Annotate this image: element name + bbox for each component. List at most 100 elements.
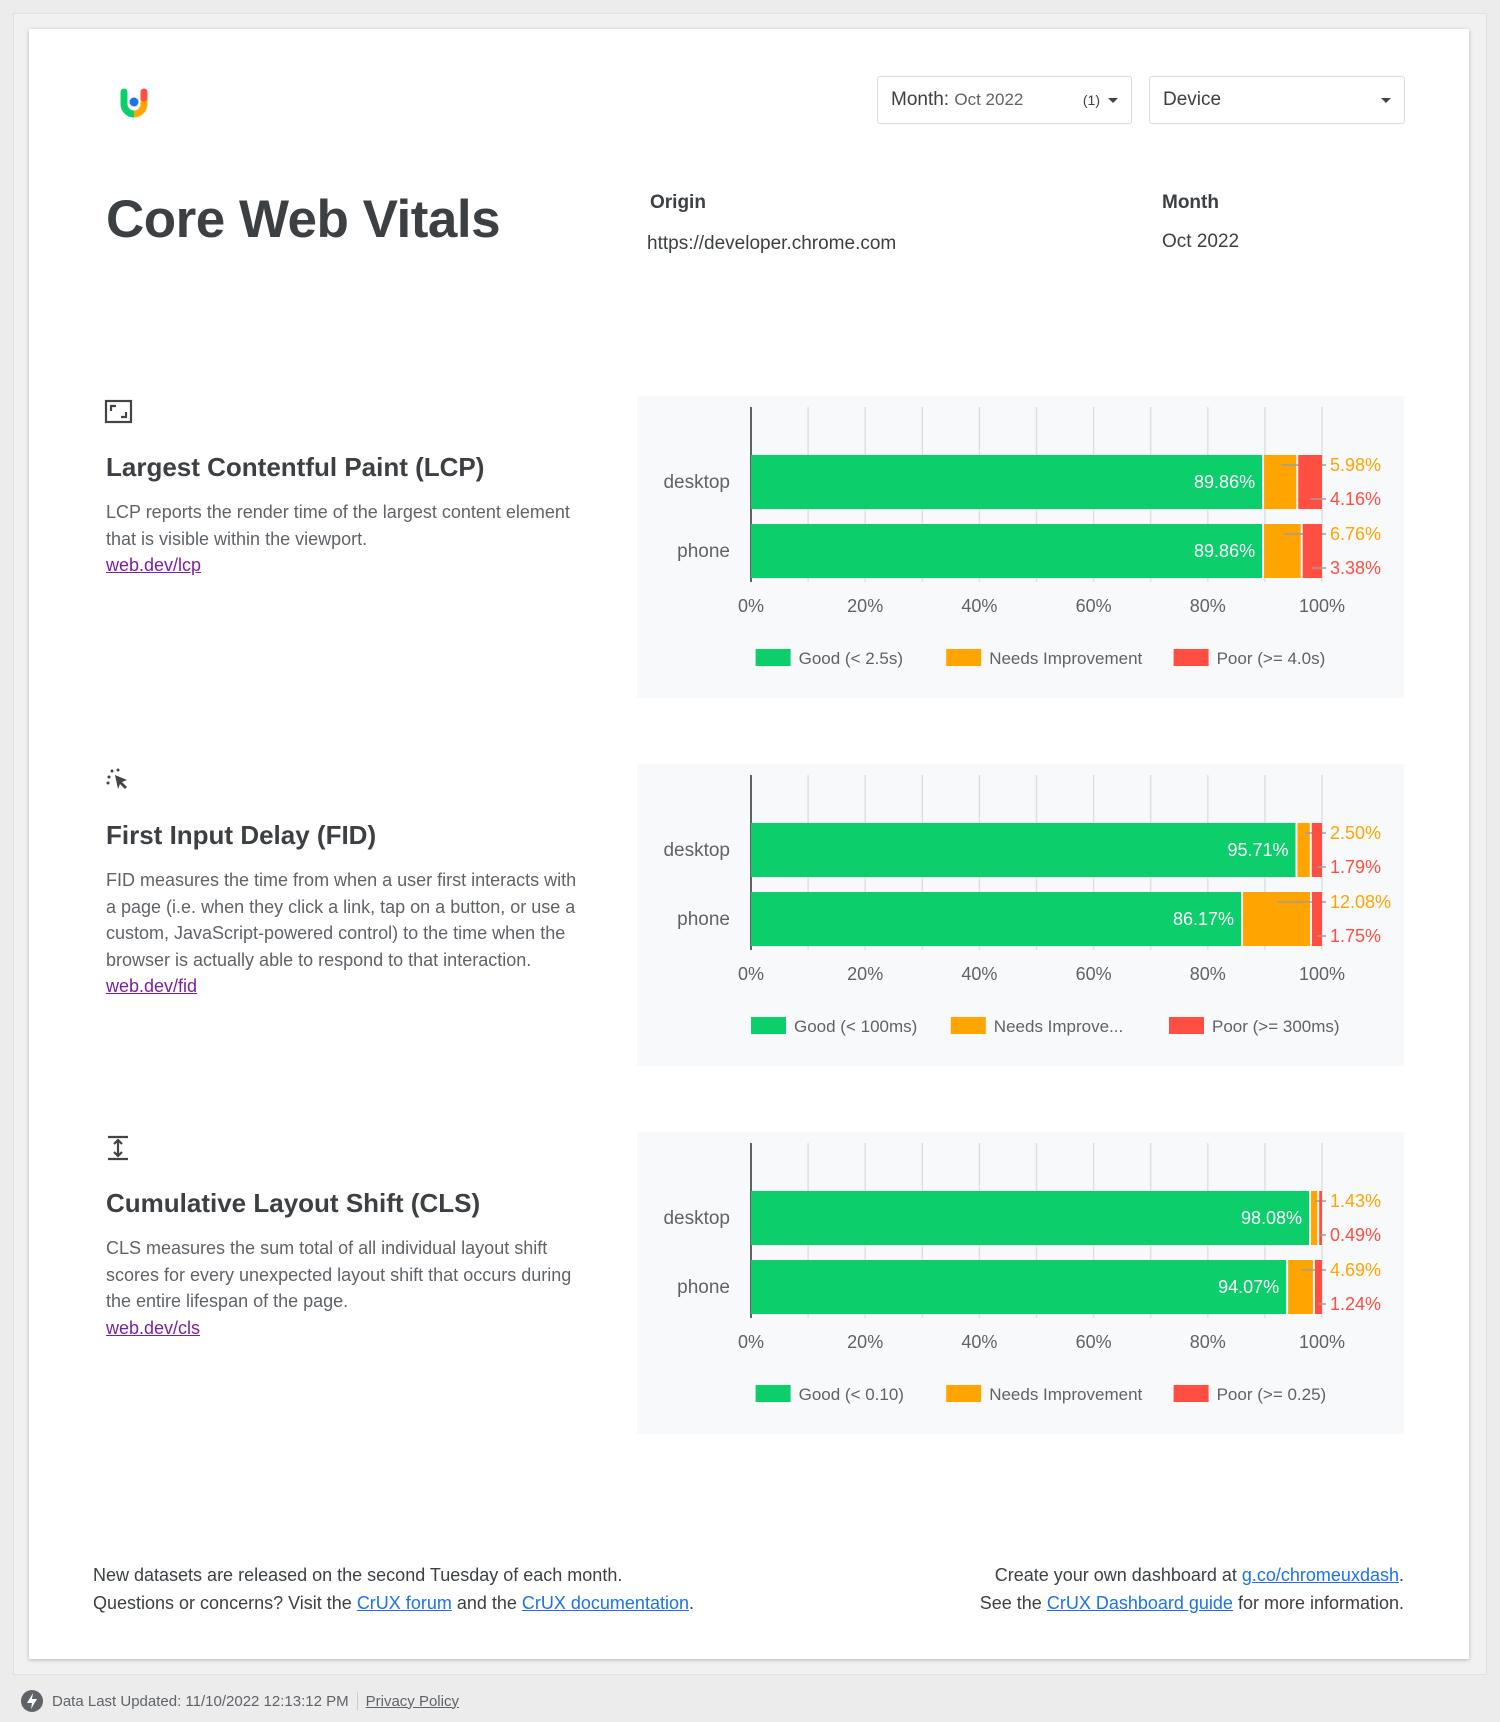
chromeuxdash-link[interactable]: g.co/chromeuxdash — [1241, 1565, 1399, 1585]
cls-link[interactable]: web.dev/cls — [106, 1317, 201, 1338]
legend-swatch — [950, 1017, 986, 1034]
x-tick-label: 40% — [961, 1332, 997, 1352]
x-tick-label: 0% — [738, 596, 764, 616]
data-label: 4.69% — [1330, 1260, 1381, 1280]
crux-docs-link[interactable]: CrUX documentation — [521, 1593, 689, 1613]
data-label: 12.08% — [1330, 892, 1391, 912]
data-label: 0.49% — [1330, 1225, 1381, 1245]
data-label: 94.07% — [1218, 1277, 1279, 1297]
x-tick-label: 80% — [1190, 964, 1226, 984]
month-filter-value: Oct 2022 — [954, 90, 1024, 109]
bar-segment-needs-improvement — [1264, 524, 1301, 578]
legend-label: Good (< 100ms) — [794, 1017, 917, 1036]
bar-segment-good — [751, 1191, 1310, 1245]
x-tick-label: 100% — [1299, 596, 1345, 616]
lcp-chart: desktop 89.86% 5.98% 4.16% phone 89.86% 6.76% 3… — [637, 396, 1404, 698]
bar-segment-poor — [1314, 1260, 1322, 1314]
text: See the — [979, 1593, 1047, 1613]
bar-segment-needs-improvement — [1311, 1191, 1318, 1245]
bar-segment-needs-improvement — [1288, 1260, 1313, 1314]
section-title: First Input Delay (FID) — [106, 820, 377, 850]
data-label: 98.08% — [1241, 1208, 1302, 1228]
data-label: 86.17% — [1173, 909, 1234, 929]
data-label: 1.75% — [1330, 926, 1381, 946]
bar-segment-good — [751, 524, 1263, 578]
device-filter-dropdown[interactable]: Device — [1149, 76, 1405, 124]
report-card: Month: Oct 2022 (1) Device Core Web Vita… — [29, 29, 1469, 1659]
x-tick-label: 20% — [847, 1332, 883, 1352]
bar-segment-good — [751, 823, 1296, 877]
last-updated: Data Last Updated: 11/10/2022 12:13:12 P… — [52, 1692, 349, 1710]
bar-segment-needs-improvement — [1297, 823, 1310, 877]
text: . — [1398, 1565, 1404, 1585]
month-filter-dropdown[interactable]: Month: Oct 2022 (1) — [877, 76, 1132, 124]
data-label: 1.24% — [1330, 1294, 1381, 1314]
data-label: 89.86% — [1194, 472, 1255, 492]
x-tick-label: 100% — [1299, 1332, 1345, 1352]
description-text: FID measures the time from when a user f… — [106, 870, 577, 970]
legend-swatch — [946, 1385, 982, 1402]
divider — [356, 1692, 358, 1710]
text: and the — [451, 1593, 522, 1613]
x-tick-label: 0% — [738, 964, 764, 984]
legend-swatch — [1173, 649, 1209, 666]
data-label: 4.16% — [1330, 489, 1381, 509]
legend-swatch — [751, 1017, 786, 1034]
chevron-down-icon — [1108, 97, 1118, 103]
description-text: LCP reports the render time of the large… — [106, 502, 570, 549]
category-label: phone — [677, 541, 730, 562]
lcp-link[interactable]: web.dev/lcp — [106, 555, 202, 575]
x-tick-label: 80% — [1190, 1332, 1226, 1352]
category-label: desktop — [663, 1208, 730, 1229]
legend-label: Needs Improvement — [989, 649, 1142, 668]
text: for more information. — [1232, 1593, 1404, 1613]
month-value: Oct 2022 — [1162, 231, 1240, 252]
fid-chart: desktop 95.71% 2.50% 1.79% phone 86.17% 12.08%… — [637, 764, 1404, 1066]
bar-segment-poor — [1302, 524, 1322, 578]
data-label: 2.50% — [1330, 823, 1381, 843]
bar-segment-good — [751, 455, 1263, 509]
data-label: 1.43% — [1330, 1191, 1381, 1211]
bar-segment-poor — [1311, 823, 1322, 877]
description-text: CLS measures the sum total of all indivi… — [106, 1238, 572, 1311]
legend-swatch — [1173, 1385, 1209, 1402]
legend-label: Poor (>= 0.25) — [1217, 1385, 1327, 1404]
x-tick-label: 40% — [961, 596, 997, 616]
category-label: desktop — [663, 840, 730, 861]
data-label: 6.76% — [1330, 524, 1381, 544]
x-tick-label: 60% — [1076, 1332, 1112, 1352]
dashboard-guide-link[interactable]: CrUX Dashboard guide — [1046, 1593, 1233, 1613]
text: Questions or concerns? Visit the — [93, 1593, 357, 1613]
legend-label: Poor (>= 4.0s) — [1217, 649, 1326, 668]
section-description: FID measures the time from when a user f… — [106, 867, 586, 1000]
legend-label: Needs Improvement — [989, 1385, 1142, 1404]
footer-left: New datasets are released on the second … — [93, 1561, 694, 1617]
crux-forum-link[interactable]: CrUX forum — [356, 1593, 452, 1613]
footer-right: Create your own dashboard at g.co/chrome… — [980, 1561, 1404, 1617]
bar-segment-good — [751, 892, 1242, 946]
month-filter-label: Month: — [891, 89, 950, 110]
lightning-icon — [21, 1690, 43, 1712]
text: Create your own dashboard at — [994, 1565, 1242, 1585]
legend-swatch — [755, 1385, 791, 1402]
bar-segment-needs-improvement — [1243, 892, 1311, 946]
category-label: phone — [677, 909, 730, 930]
month-filter-count: (1) — [1082, 92, 1100, 108]
questions-line: Questions or concerns? Visit the CrUX fo… — [93, 1589, 694, 1617]
data-label: 89.86% — [1194, 541, 1255, 561]
x-tick-label: 20% — [847, 596, 883, 616]
status-bar: Data Last Updated: 11/10/2022 12:13:12 P… — [20, 1688, 459, 1714]
x-tick-label: 40% — [961, 964, 997, 984]
crux-logo-icon — [120, 88, 148, 118]
bar-segment-poor — [1319, 1191, 1322, 1245]
legend-swatch — [946, 649, 982, 666]
privacy-policy-link[interactable]: Privacy Policy — [365, 1692, 459, 1710]
bar-segment-good — [751, 1260, 1287, 1314]
section-title: Largest Contentful Paint (LCP) — [106, 452, 485, 482]
fid-link[interactable]: web.dev/fid — [106, 976, 198, 996]
bar-segment-poor — [1312, 892, 1322, 946]
data-label: 3.38% — [1330, 558, 1381, 578]
resize-frame-icon — [104, 399, 133, 424]
data-label: 1.79% — [1330, 857, 1381, 877]
data-label: 95.71% — [1227, 840, 1288, 860]
